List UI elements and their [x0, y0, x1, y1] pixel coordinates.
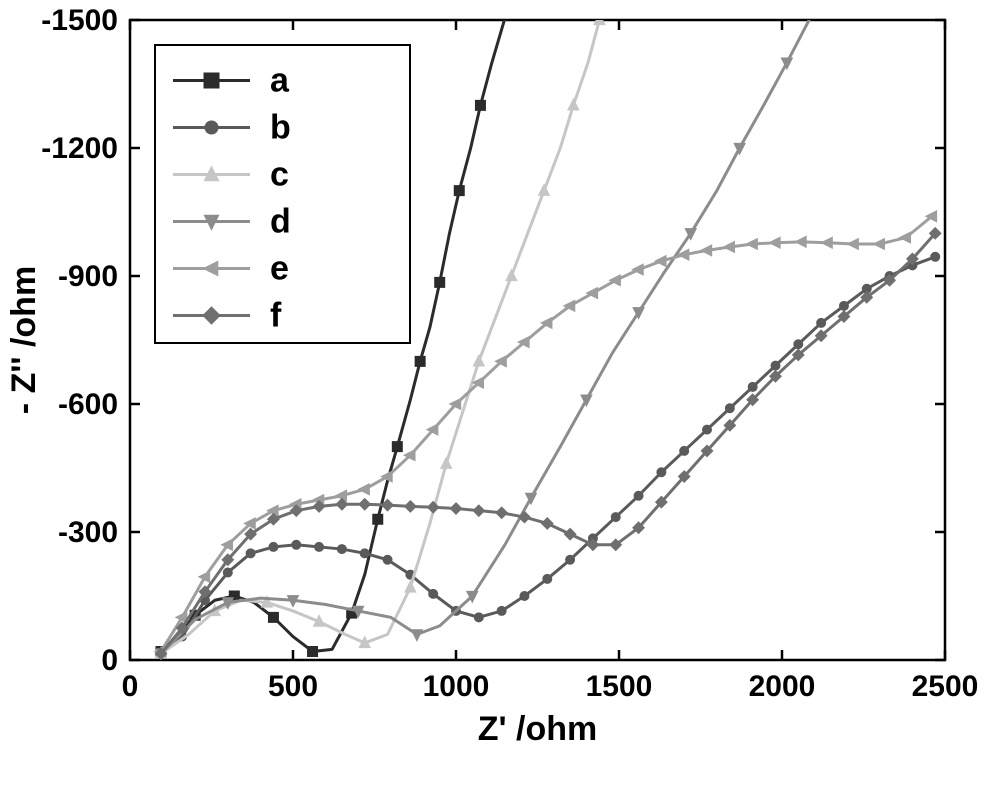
series-marker-a [415, 356, 425, 366]
legend: abcdef [155, 45, 410, 343]
series-marker-f [359, 499, 371, 511]
x-tick-label: 2500 [912, 670, 979, 703]
series-marker-b [725, 404, 734, 413]
series-marker-e [821, 237, 832, 248]
series-marker-d [411, 630, 422, 641]
legend-marker-b [205, 121, 219, 135]
series-marker-a [308, 646, 318, 656]
series-marker-b [383, 555, 392, 564]
series-marker-b [634, 491, 643, 500]
series-marker-b [680, 446, 689, 455]
series-marker-b [269, 542, 278, 551]
series-marker-b [429, 589, 438, 598]
series-marker-b [543, 574, 552, 583]
legend-marker-a [204, 73, 220, 89]
series-marker-c [506, 270, 517, 281]
series-marker-a [268, 612, 278, 622]
legend-label-b: b [270, 109, 291, 147]
series-marker-b [246, 549, 255, 558]
x-tick-label: 500 [268, 670, 318, 703]
series-marker-f [405, 501, 417, 513]
series-marker-a [475, 100, 485, 110]
series-marker-a [454, 186, 464, 196]
y-tick-label: 0 [101, 644, 118, 677]
series-marker-f [427, 502, 439, 513]
series-marker-e [701, 245, 712, 256]
y-tick-label: -1200 [41, 132, 118, 165]
series-marker-b [497, 606, 506, 615]
series-marker-e [769, 237, 780, 248]
series-marker-b [771, 361, 780, 370]
series-marker-a [503, 2, 513, 12]
legend-label-f: f [270, 297, 282, 335]
series-marker-b [839, 301, 848, 310]
series-marker-a [373, 514, 383, 524]
x-tick-label: 2000 [749, 670, 816, 703]
series-marker-b [817, 318, 826, 327]
series-marker-b [657, 468, 666, 477]
series-marker-b [337, 545, 346, 554]
series-marker-c [405, 581, 416, 592]
series-marker-e [746, 239, 757, 250]
legend-label-c: c [270, 156, 289, 194]
legend-label-a: a [270, 62, 290, 100]
series-marker-b [292, 540, 301, 549]
series-marker-b [520, 592, 529, 601]
nyquist-plot: 0 500 1000 1500 2000 2500 0 -300 -600 -900 -1200 -1… [0, 0, 1000, 785]
series-marker-b [223, 568, 232, 577]
series-marker-f [519, 511, 531, 523]
series-marker-f [473, 505, 485, 516]
series-marker-e [795, 236, 806, 247]
series-marker-f [542, 518, 554, 530]
y-tick-label: -600 [58, 388, 118, 421]
x-tick-label: 1500 [586, 670, 653, 703]
series-marker-b [611, 513, 620, 522]
x-tick-label: 0 [122, 670, 139, 703]
series-marker-e [873, 239, 884, 250]
series-marker-c [568, 99, 579, 110]
series-marker-b [931, 252, 940, 261]
series-marker-b [474, 613, 483, 622]
series-marker-b [315, 542, 324, 551]
series-marker-e [632, 264, 643, 275]
series-marker-a [435, 277, 445, 287]
series-marker-f [450, 503, 462, 515]
series-marker-b [748, 382, 757, 391]
series-marker-e [655, 256, 666, 267]
series-marker-e [900, 232, 911, 243]
series-marker-b [794, 340, 803, 349]
series-marker-f [496, 507, 508, 519]
chart-svg: 0 500 1000 1500 2000 2500 0 -300 -600 -900 -1200 -1… [0, 0, 1000, 785]
series-marker-e [221, 539, 232, 550]
series-marker-e [358, 484, 369, 495]
series-marker-c [441, 457, 452, 468]
series-marker-f [564, 528, 576, 540]
series-marker-b [703, 425, 712, 434]
x-axis-label: Z' /ohm [478, 710, 598, 748]
series-marker-b [360, 549, 369, 558]
y-axis-label: - Z'' /ohm [5, 266, 43, 414]
legend-label-d: d [270, 203, 291, 241]
series-marker-b [566, 555, 575, 564]
series-marker-c [539, 184, 550, 195]
x-tick-label: 1000 [423, 670, 490, 703]
series-marker-e [847, 239, 858, 250]
y-tick-label: -900 [58, 260, 118, 293]
series-marker-e [724, 241, 735, 252]
y-tick-label: -300 [58, 516, 118, 549]
y-tick-label: -1500 [41, 4, 118, 37]
series-marker-a [392, 442, 402, 452]
series-marker-c [473, 355, 484, 366]
legend-label-e: e [270, 250, 289, 288]
